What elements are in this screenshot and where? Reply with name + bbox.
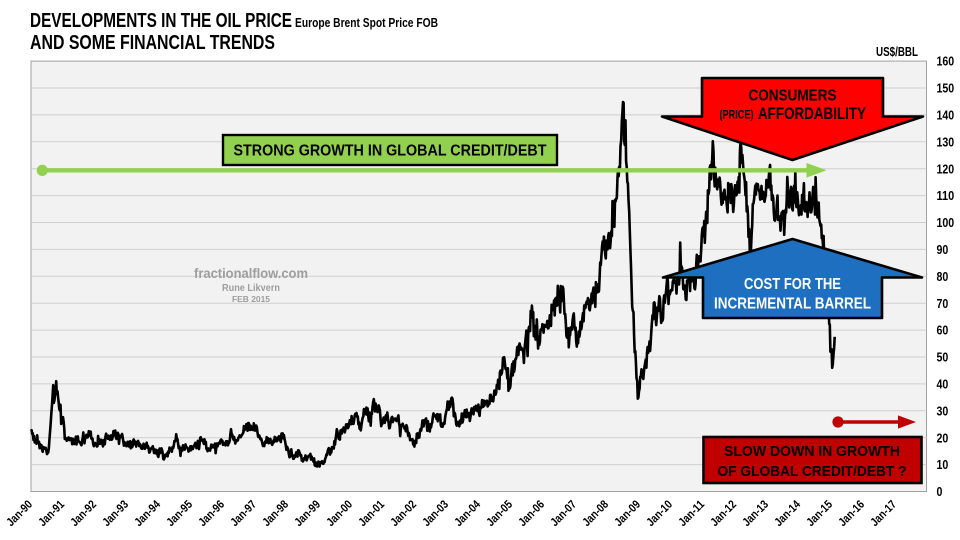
svg-text:120: 120 xyxy=(937,162,955,176)
svg-text:STRONG GROWTH IN GLOBAL CREDIT: STRONG GROWTH IN GLOBAL CREDIT/DEBT xyxy=(234,143,547,160)
svg-text:SLOW DOWN IN GROWTH: SLOW DOWN IN GROWTH xyxy=(724,443,900,460)
svg-text:CONSUMERS: CONSUMERS xyxy=(749,88,837,105)
svg-text:90: 90 xyxy=(937,243,949,257)
svg-text:150: 150 xyxy=(937,82,955,96)
svg-text:fractionalflow.com: fractionalflow.com xyxy=(194,266,308,281)
svg-text:Europe Brent Spot Price FOB: Europe Brent Spot Price FOB xyxy=(295,16,438,30)
svg-text:40: 40 xyxy=(937,378,949,392)
svg-text:COST FOR THE: COST FOR THE xyxy=(744,276,841,293)
svg-text:AFFORDABILITY: AFFORDABILITY xyxy=(758,105,866,123)
svg-text:10: 10 xyxy=(937,458,949,472)
svg-text:Rune Likvern: Rune Likvern xyxy=(222,282,280,294)
svg-text:30: 30 xyxy=(937,404,949,418)
svg-text:60: 60 xyxy=(937,324,949,338)
svg-text:50: 50 xyxy=(937,351,949,365)
svg-text:100: 100 xyxy=(937,216,955,230)
svg-text:70: 70 xyxy=(937,297,949,311)
svg-text:OF GLOBAL CREDIT/DEBT ?: OF GLOBAL CREDIT/DEBT ? xyxy=(718,463,907,480)
svg-text:INCREMENTAL BARREL: INCREMENTAL BARREL xyxy=(714,296,871,313)
svg-text:0: 0 xyxy=(937,485,943,499)
svg-text:110: 110 xyxy=(937,189,955,203)
svg-text:US$/BBL: US$/BBL xyxy=(876,45,918,59)
svg-text:DEVELOPMENTS IN THE OIL PRICE: DEVELOPMENTS IN THE OIL PRICE xyxy=(30,10,292,32)
svg-text:(PRICE): (PRICE) xyxy=(720,110,754,122)
svg-text:80: 80 xyxy=(937,270,949,284)
svg-text:160: 160 xyxy=(937,55,955,69)
svg-text:AND SOME FINANCIAL TRENDS: AND SOME FINANCIAL TRENDS xyxy=(30,32,275,54)
svg-text:140: 140 xyxy=(937,109,955,123)
svg-text:130: 130 xyxy=(937,135,955,149)
svg-text:20: 20 xyxy=(937,431,949,445)
svg-text:FEB 2015: FEB 2015 xyxy=(232,294,270,304)
